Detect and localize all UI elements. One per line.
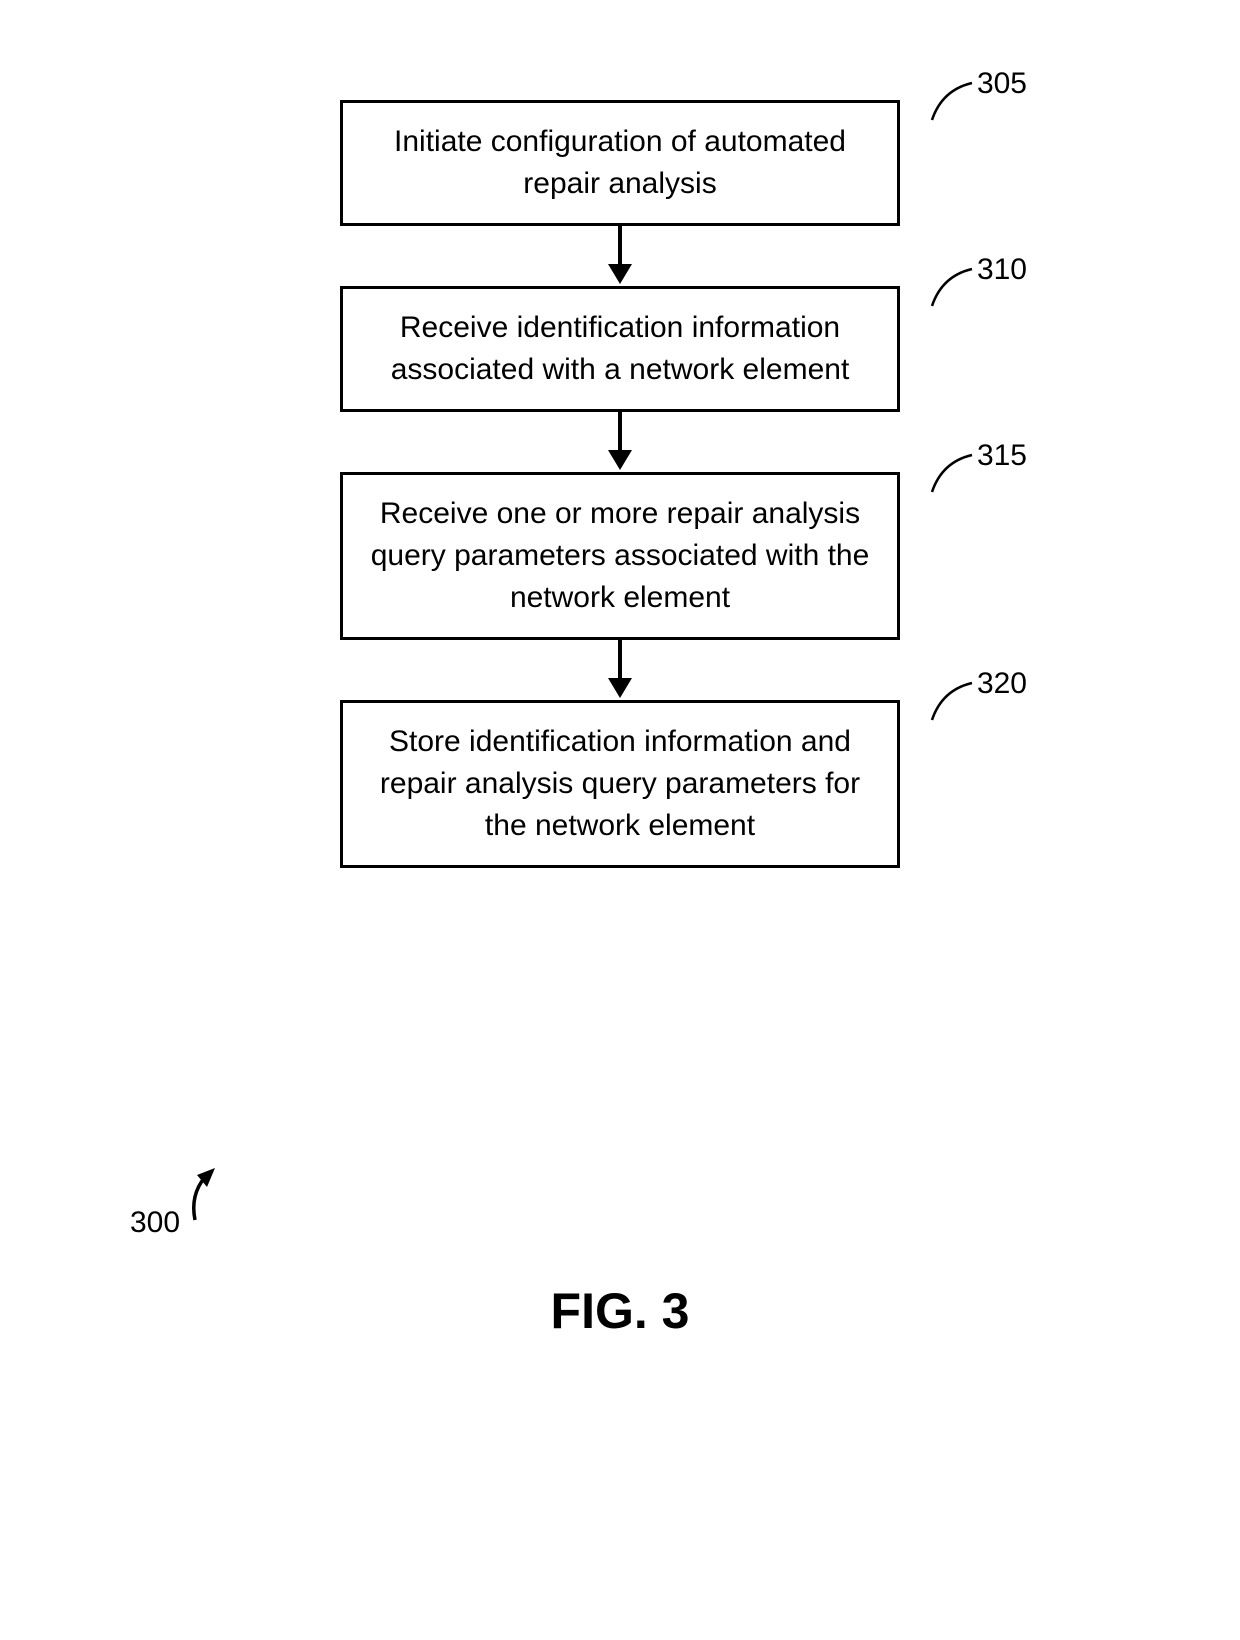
arrow-down-icon <box>600 226 640 286</box>
flow-step-305: 305 Initiate configuration of automated … <box>340 100 900 226</box>
ref-label-305: 305 <box>977 63 1027 105</box>
flow-step-text: Receive identification information assoc… <box>391 311 850 386</box>
arrow-down-icon <box>600 412 640 472</box>
flow-step-320: 320 Store identification information and… <box>340 700 900 868</box>
ref-label-315: 315 <box>977 435 1027 477</box>
flow-step-text: Store identification information and rep… <box>380 725 860 842</box>
diagram-ref-number: 300 <box>130 1206 180 1240</box>
flow-step-310: 310 Receive identification information a… <box>340 286 900 412</box>
arrow-3 <box>600 640 640 700</box>
arrow-down-icon <box>600 640 640 700</box>
arrow-1 <box>600 226 640 286</box>
diagram-ref-arrow-icon <box>185 1165 235 1225</box>
ref-label-310: 310 <box>977 249 1027 291</box>
flow-step-text: Receive one or more repair analysis quer… <box>371 497 870 614</box>
flow-step-text: Initiate configuration of automated repa… <box>394 125 846 200</box>
ref-label-320: 320 <box>977 663 1027 705</box>
arrow-2 <box>600 412 640 472</box>
flowchart-container: 305 Initiate configuration of automated … <box>270 100 970 868</box>
figure-label: FIG. 3 <box>551 1282 690 1340</box>
flow-step-315: 315 Receive one or more repair analysis … <box>340 472 900 640</box>
